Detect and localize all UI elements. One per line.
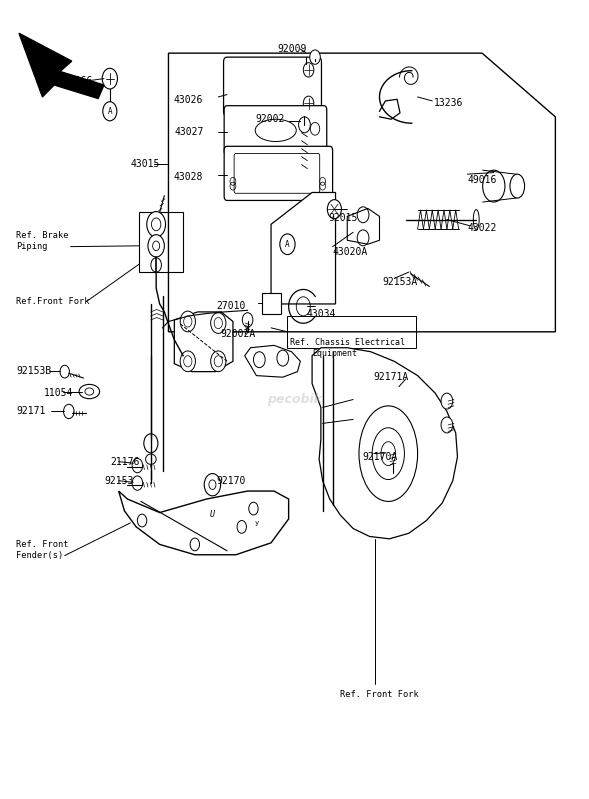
Circle shape (64, 404, 74, 419)
Circle shape (211, 312, 226, 333)
Bar (139, 213, 183, 272)
Text: Fender(s): Fender(s) (16, 551, 63, 560)
Circle shape (148, 235, 164, 257)
Polygon shape (244, 345, 300, 377)
FancyBboxPatch shape (224, 57, 322, 116)
Text: Ref. Brake: Ref. Brake (16, 231, 68, 240)
Text: y: y (254, 520, 259, 526)
Circle shape (151, 258, 161, 272)
Circle shape (132, 459, 143, 473)
Circle shape (102, 68, 117, 89)
Text: A: A (108, 107, 112, 116)
Circle shape (180, 351, 196, 372)
Circle shape (386, 444, 400, 463)
Text: 92002: 92002 (255, 114, 284, 124)
Ellipse shape (474, 209, 479, 229)
FancyBboxPatch shape (224, 105, 327, 155)
Text: Ref. Front Fork: Ref. Front Fork (340, 690, 419, 698)
Polygon shape (348, 209, 379, 244)
Text: 49016: 49016 (468, 175, 497, 185)
Text: 92009: 92009 (277, 44, 306, 54)
Text: 43028: 43028 (173, 172, 203, 181)
Ellipse shape (482, 170, 505, 202)
Text: 43015: 43015 (130, 159, 160, 169)
Bar (287, 316, 416, 348)
Text: 92171A: 92171A (373, 372, 409, 382)
Text: 21176: 21176 (110, 456, 139, 467)
Text: 43027: 43027 (174, 127, 204, 137)
Text: 11054: 11054 (44, 388, 73, 398)
Circle shape (60, 365, 70, 378)
Text: 92153: 92153 (104, 475, 133, 486)
Polygon shape (19, 34, 104, 98)
Text: A: A (285, 240, 290, 248)
Circle shape (147, 212, 166, 237)
Ellipse shape (510, 174, 525, 198)
Text: Ref. Chassis Electrical: Ref. Chassis Electrical (290, 338, 405, 347)
Circle shape (180, 311, 196, 332)
Polygon shape (271, 193, 336, 304)
Text: 43020A: 43020A (333, 247, 368, 257)
Text: Ref. Front: Ref. Front (16, 540, 68, 549)
Circle shape (144, 434, 158, 453)
Text: 92171: 92171 (16, 407, 45, 416)
Circle shape (204, 474, 221, 496)
Text: 43026: 43026 (173, 95, 203, 105)
Text: 13236: 13236 (434, 98, 464, 109)
Circle shape (441, 417, 453, 433)
Text: pecobik: pecobik (267, 393, 322, 406)
Text: 27010: 27010 (217, 300, 246, 311)
Circle shape (132, 476, 143, 491)
Circle shape (441, 393, 453, 409)
Circle shape (242, 312, 253, 327)
Circle shape (303, 62, 314, 77)
Text: 92170: 92170 (216, 475, 246, 486)
Text: 43022: 43022 (468, 223, 497, 233)
Text: U: U (210, 511, 215, 519)
Polygon shape (174, 312, 233, 372)
Circle shape (303, 96, 314, 110)
Polygon shape (312, 348, 458, 539)
Text: Equipment: Equipment (312, 349, 357, 358)
Ellipse shape (79, 384, 100, 399)
Text: 92002A: 92002A (220, 329, 255, 340)
Text: 92153B: 92153B (16, 366, 51, 376)
Text: 43034: 43034 (306, 309, 336, 320)
Ellipse shape (145, 454, 156, 464)
Circle shape (327, 200, 342, 219)
Text: 92153A: 92153A (382, 276, 418, 287)
Text: 92170A: 92170A (362, 451, 397, 462)
Ellipse shape (372, 380, 399, 406)
FancyBboxPatch shape (224, 146, 333, 201)
Polygon shape (118, 491, 289, 555)
Circle shape (211, 351, 226, 372)
Circle shape (310, 50, 320, 64)
Bar (262, 292, 281, 313)
Text: 92066: 92066 (63, 76, 92, 86)
Text: 92015: 92015 (329, 213, 358, 223)
Text: Piping: Piping (16, 242, 48, 251)
Circle shape (299, 117, 310, 133)
Text: Ref.Front Fork: Ref.Front Fork (16, 297, 90, 306)
